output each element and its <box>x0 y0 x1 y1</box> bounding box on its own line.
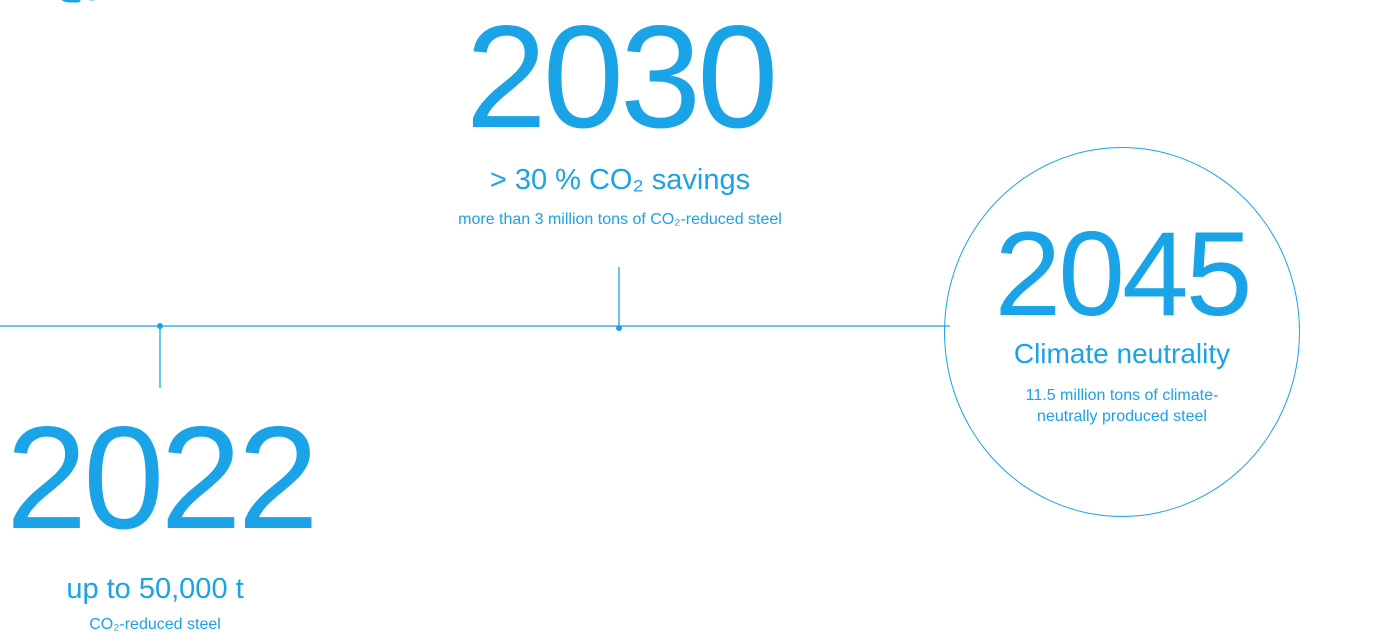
node-2030 <box>616 325 622 331</box>
milestone-headline: up to 50,000 t <box>66 573 244 605</box>
milestone-2030: 2030 > 30 % CO₂ savings more than 3 mill… <box>380 0 860 229</box>
milestone-headline: Climate neutrality <box>1013 338 1231 369</box>
milestone-2022: 2022 up to 50,000 t CO₂-reduced steel <box>0 396 319 634</box>
milestone-year: 2030 <box>465 0 779 158</box>
milestone-year: 2045 <box>994 207 1253 341</box>
node-2022 <box>157 323 163 329</box>
milestone-year: 2022 <box>6 396 319 559</box>
milestone-headline: > 30 % CO₂ savings <box>489 164 751 196</box>
milestone-2045-circle: 2045 Climate neutrality 11.5 million ton… <box>944 147 1300 517</box>
milestone-subtext: more than 3 million tons of CO₂-reduced … <box>458 211 782 228</box>
milestone-subtext: 11.5 million tons of climate-neutrally p… <box>1025 387 1219 425</box>
milestone-subtext: CO₂-reduced steel <box>89 616 221 633</box>
co2-logo-fragment-icon <box>61 0 96 3</box>
